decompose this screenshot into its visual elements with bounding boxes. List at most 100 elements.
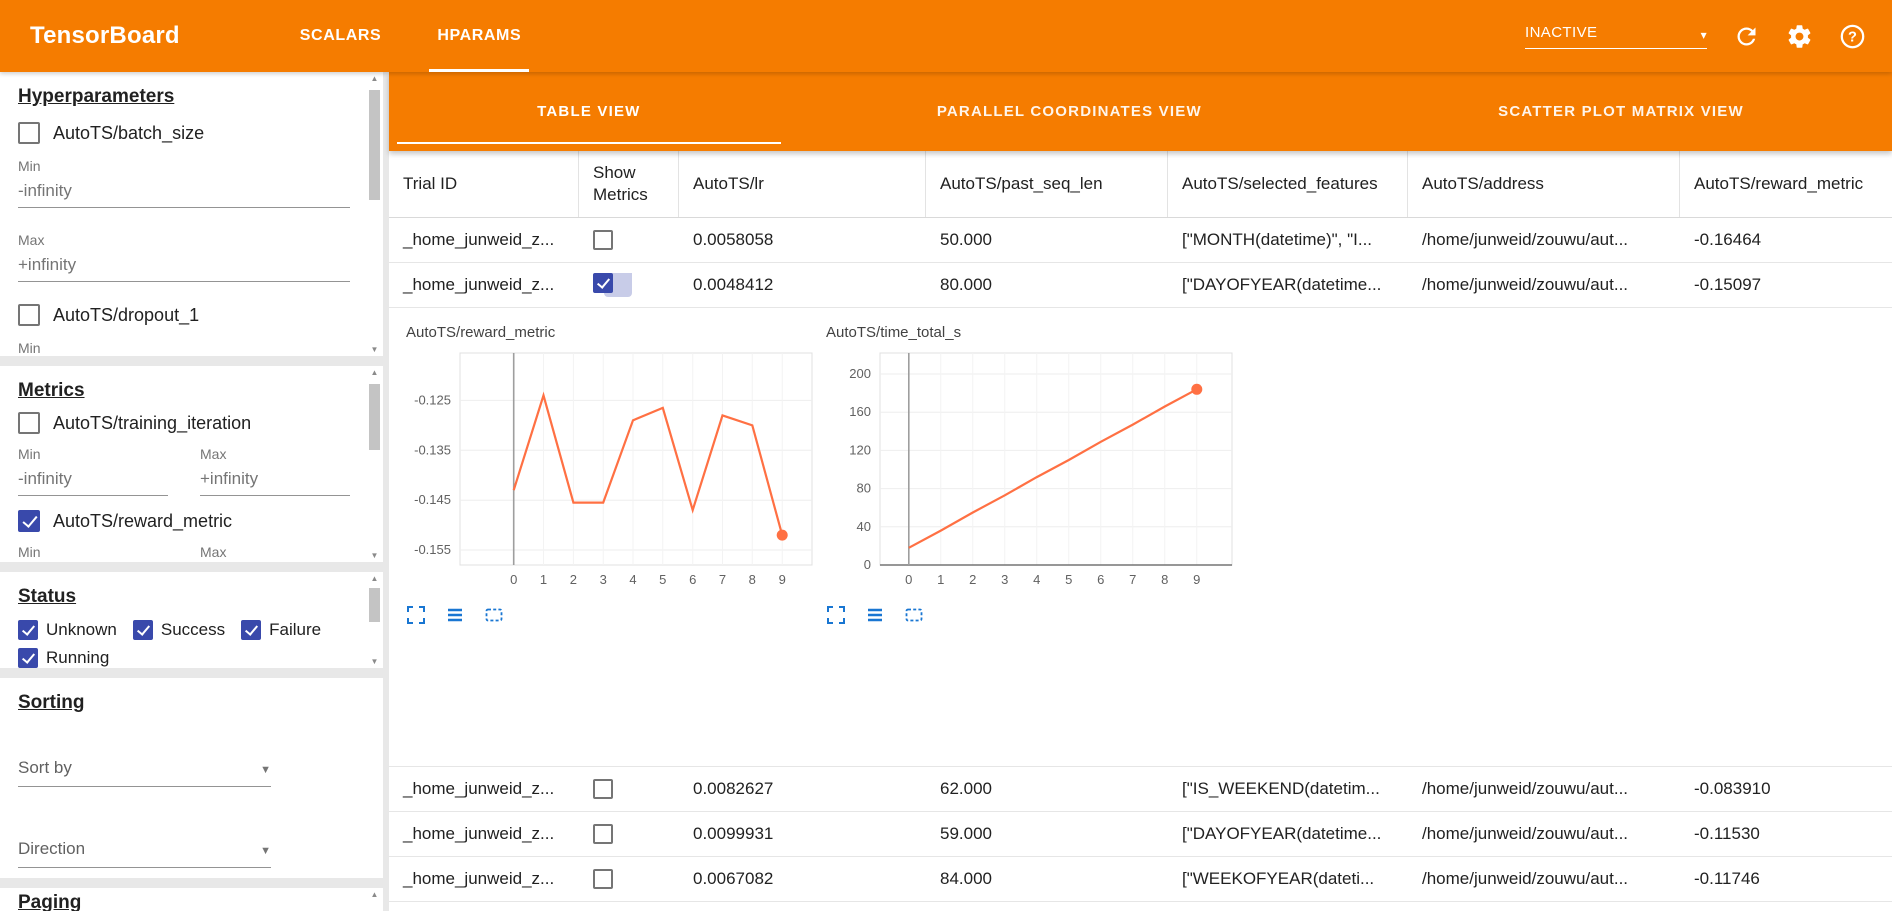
fit-to-screen-icon[interactable]	[406, 605, 426, 625]
svg-text:160: 160	[849, 404, 871, 419]
scroll-down-icon[interactable]: ▼	[370, 345, 379, 354]
svg-text:9: 9	[1193, 572, 1200, 587]
reward-metric-line-chart[interactable]: -0.155 -0.145 -0.135 -0.125 0 1 2 3 4 5 6 7 8 9	[404, 345, 824, 595]
scrollbar-thumb[interactable]	[369, 90, 380, 200]
scrollbar[interactable]: ▲	[368, 890, 381, 909]
show-metrics-checkbox[interactable]	[593, 779, 613, 799]
svg-text:3: 3	[600, 572, 607, 587]
batch-size-max-input[interactable]: +infinity	[18, 250, 350, 282]
tab-table-view[interactable]: TABLE VIEW	[389, 72, 789, 151]
fit-to-screen-icon[interactable]	[826, 605, 846, 625]
scroll-down-icon[interactable]: ▼	[370, 551, 379, 560]
refresh-icon[interactable]	[1733, 23, 1760, 50]
paging-panel: Paging ▲	[0, 888, 383, 911]
top-bar: TensorBoard SCALARS HPARAMS INACTIVE ▾ ?	[0, 0, 1892, 72]
trial-id-cell: _home_junweid_z...	[403, 824, 555, 843]
scroll-up-icon[interactable]: ▲	[370, 368, 379, 377]
show-metrics-checkbox[interactable]	[593, 869, 613, 889]
hparam-batch-size-row: AutoTS/batch_size	[18, 122, 357, 144]
show-metrics-checkbox[interactable]	[593, 230, 613, 250]
lr-cell: 0.0048412	[693, 275, 774, 294]
status-running-checkbox[interactable]	[18, 648, 38, 668]
scrollbar-thumb[interactable]	[369, 384, 380, 450]
scrollbar[interactable]: ▲ ▼	[368, 368, 381, 560]
scroll-down-icon[interactable]: ▼	[370, 657, 379, 666]
trials-table: Trial ID Show Metrics AutoTS/lr AutoTS/p…	[389, 151, 1892, 911]
svg-text:-0.125: -0.125	[414, 392, 451, 407]
svg-text:6: 6	[689, 572, 696, 587]
batch-size-checkbox[interactable]	[18, 122, 40, 144]
show-metrics-checkbox[interactable]	[593, 824, 613, 844]
drag-zoom-icon[interactable]	[484, 605, 504, 625]
reward-metric-cell: -0.16464	[1694, 230, 1762, 249]
tab-hparams[interactable]: HPARAMS	[429, 0, 530, 72]
selected-features-cell: ["MONTH(datetime)", "I...	[1182, 230, 1373, 249]
column-header-past-seq-len: AutoTS/past_seq_len	[926, 151, 1168, 217]
tab-parallel-coordinates-view[interactable]: PARALLEL COORDINATES VIEW	[936, 103, 1202, 120]
tab-scatter-plot-matrix-view[interactable]: SCATTER PLOT MATRIX VIEW	[1498, 103, 1744, 120]
view-tabs: TABLE VIEW PARALLEL COORDINATES VIEW SCA…	[389, 72, 1892, 151]
training-iteration-min-input[interactable]: -infinity	[18, 464, 168, 496]
settings-gear-icon[interactable]	[1786, 23, 1813, 50]
status-panel: Status Unknown Success Failure	[0, 572, 383, 668]
help-icon[interactable]: ?	[1839, 23, 1866, 50]
column-header-lr: AutoTS/lr	[679, 151, 926, 217]
svg-text:7: 7	[719, 572, 726, 587]
training-iteration-minmax: Min -infinity Max +infinity	[18, 438, 357, 496]
dropout-checkbox[interactable]	[18, 304, 40, 326]
svg-text:8: 8	[1161, 572, 1168, 587]
table-row: _home_junweid_z... 0.0099931 59.000 ["DA…	[389, 812, 1892, 857]
scroll-up-icon[interactable]: ▲	[370, 74, 379, 83]
status-failure: Failure	[241, 620, 321, 640]
status-running-label: Running	[46, 648, 110, 667]
past-seq-len-cell: 62.000	[940, 779, 992, 798]
direction-label: Direction	[18, 839, 86, 858]
min-label: Min	[18, 544, 41, 560]
sort-by-dropdown[interactable]: Sort by ▼	[18, 758, 271, 787]
svg-text:?: ?	[1848, 29, 1857, 45]
svg-text:5: 5	[1065, 572, 1072, 587]
reward-metric-minmax: Min Max	[18, 536, 357, 560]
svg-text:-0.135: -0.135	[414, 442, 451, 457]
svg-text:4: 4	[1033, 572, 1040, 587]
scrollbar[interactable]: ▲ ▼	[368, 574, 381, 666]
drag-zoom-icon[interactable]	[904, 605, 924, 625]
direction-dropdown[interactable]: Direction ▼	[18, 839, 271, 868]
training-iteration-checkbox[interactable]	[18, 412, 40, 434]
reward-metric-checkbox[interactable]	[18, 510, 40, 532]
status-success-checkbox[interactable]	[132, 620, 153, 640]
address-cell: /home/junweid/zouwu/aut...	[1422, 824, 1629, 843]
address-cell: /home/junweid/zouwu/aut...	[1422, 275, 1629, 294]
sorting-panel: Sorting Sort by ▼ Direction ▼	[0, 678, 383, 878]
scroll-up-icon[interactable]: ▲	[370, 574, 379, 583]
column-header-trial-id: Trial ID	[389, 151, 579, 217]
batch-size-min-input[interactable]: -infinity	[18, 176, 350, 208]
max-label: Max	[200, 544, 227, 560]
reward-metric-cell: -0.11746	[1694, 869, 1760, 888]
svg-text:0: 0	[905, 572, 912, 587]
table-header-row: Trial ID Show Metrics AutoTS/lr AutoTS/p…	[389, 151, 1892, 218]
training-iteration-max-input[interactable]: +infinity	[200, 464, 350, 496]
svg-text:7: 7	[1129, 572, 1136, 587]
address-cell: /home/junweid/zouwu/aut...	[1422, 869, 1629, 888]
dropdown-caret-icon: ▼	[260, 764, 271, 776]
metrics-title: Metrics	[18, 380, 85, 401]
status-unknown-checkbox[interactable]	[18, 620, 38, 640]
scrollbar-thumb[interactable]	[369, 588, 380, 622]
scrollbar[interactable]: ▲ ▼	[368, 74, 381, 354]
tab-scalars[interactable]: SCALARS	[299, 27, 382, 44]
column-header-address: AutoTS/address	[1408, 151, 1680, 217]
trial-id-cell: _home_junweid_z...	[403, 230, 555, 249]
log-axis-icon[interactable]	[865, 605, 885, 625]
status-failure-checkbox[interactable]	[241, 620, 262, 640]
scroll-up-icon[interactable]: ▲	[370, 890, 379, 899]
svg-text:2: 2	[570, 572, 577, 587]
time-total-line-chart[interactable]: 0 40 80 120 160 200 0 1 2 3 4 5 6 7 8 9	[824, 345, 1244, 595]
reload-status-dropdown[interactable]: INACTIVE ▾	[1525, 24, 1707, 49]
show-metrics-checkbox[interactable]	[593, 272, 613, 293]
min-label: Min	[18, 446, 41, 462]
log-axis-icon[interactable]	[445, 605, 465, 625]
reload-status-value: INACTIVE	[1525, 23, 1598, 41]
past-seq-len-cell: 59.000	[940, 824, 992, 843]
status-options-row-2: Running	[18, 648, 357, 668]
